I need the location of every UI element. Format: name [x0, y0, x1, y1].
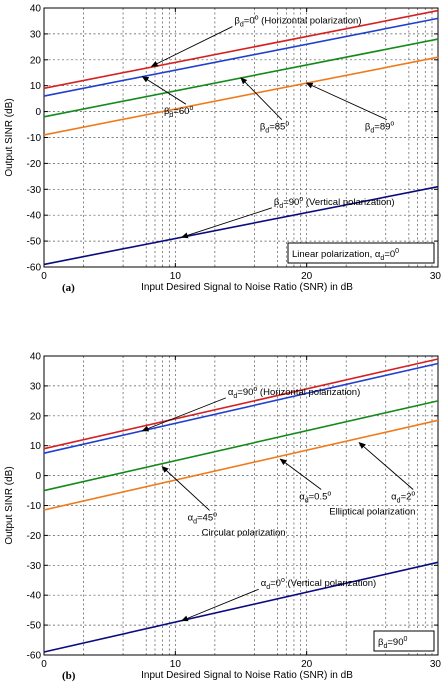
annotation-arrow [305, 82, 388, 121]
x-tick-label: 0 [41, 659, 47, 670]
series-line-4 [43, 56, 439, 136]
x-tick-label: 10 [170, 659, 182, 670]
y-tick-label: -10 [27, 133, 42, 144]
annotation-label: αd=2o [391, 491, 415, 505]
annotation-label: βd=0o (Horizontal polarization) [234, 15, 361, 29]
y-axis-label: Output SINR (dB) [4, 98, 15, 176]
y-tick-label: 0 [35, 471, 41, 482]
y-tick-label: -40 [27, 591, 42, 602]
series-line-3 [43, 400, 439, 492]
annotation-arrow [240, 77, 283, 121]
grid [44, 356, 438, 655]
y-tick-label: 30 [30, 29, 42, 40]
x-tick-label: 20 [301, 271, 313, 282]
series-line-1 [43, 358, 439, 450]
series-line-2 [43, 362, 439, 454]
annotation-text: Circular polarization [202, 527, 286, 538]
y-tick-label: 40 [30, 4, 42, 15]
legend-text: Linear polarization, αd=00 [292, 248, 399, 262]
annotation-arrow [150, 26, 233, 67]
series-line-1 [43, 9, 439, 90]
plot-area [44, 356, 438, 655]
x-tick-label: 30 [430, 659, 442, 670]
annotation-arrow [161, 465, 210, 511]
y-tick-label: 10 [30, 441, 42, 452]
annotation-arrow [180, 588, 259, 622]
x-tick-label: 20 [301, 659, 313, 670]
panel-label: (b) [62, 670, 76, 682]
y-tick-label: 10 [30, 81, 42, 92]
x-tick-label: 0 [41, 271, 47, 282]
annotation-arrow [180, 207, 272, 239]
annotation-label: αd=0o (Vertical polarization) [261, 577, 377, 591]
legend-box [287, 242, 435, 264]
x-tick-label: 30 [430, 271, 442, 282]
panel-label: (a) [62, 282, 75, 294]
annotation-label: αd=0.5o [299, 491, 331, 505]
annotation-arrow [279, 458, 322, 490]
y-tick-label: 20 [30, 55, 42, 66]
y-tick-label: -20 [27, 531, 42, 542]
y-tick-label: -10 [27, 501, 42, 512]
legend-text: βd=900 [378, 636, 408, 650]
annotation-label: βd=60o [164, 105, 194, 119]
annotation-arrow [141, 76, 187, 105]
annotation-label: βd=85o [260, 121, 290, 135]
annotation-arrow [141, 397, 227, 432]
series-line-4 [43, 419, 439, 511]
annotation-label: αd=90o (Horizontal polarization) [228, 386, 360, 400]
x-axis-label: Input Desired Signal to Noise Ratio (SNR… [141, 282, 353, 293]
annotation-label: αd=45o [188, 511, 218, 525]
y-tick-label: -50 [27, 237, 42, 248]
annotation-label: βd=90o (Vertical polarization) [274, 196, 395, 210]
series-line-5 [43, 561, 439, 653]
y-tick-label: 40 [30, 352, 42, 363]
series-line-5 [43, 185, 439, 266]
y-tick-label: -30 [27, 185, 42, 196]
y-tick-label: -30 [27, 561, 42, 572]
y-tick-label: -20 [27, 159, 42, 170]
y-tick-label: -50 [27, 621, 42, 632]
y-tick-label: 30 [30, 381, 42, 392]
x-tick-label: 10 [170, 271, 182, 282]
y-tick-label: 0 [35, 107, 41, 118]
y-axis-label: Output SINR (dB) [4, 466, 15, 544]
y-tick-label: -60 [27, 651, 42, 662]
y-tick-label: -60 [27, 263, 42, 274]
plot-area [44, 8, 438, 267]
x-axis-label: Input Desired Signal to Noise Ratio (SNR… [141, 670, 353, 681]
y-tick-label: 20 [30, 411, 42, 422]
annotation-arrow [358, 442, 414, 490]
y-tick-label: -40 [27, 211, 42, 222]
annotation-text: Elliptical polarization [329, 506, 415, 517]
legend-box [373, 630, 435, 652]
annotation-label: βd=89o [365, 121, 395, 135]
series-line-2 [43, 17, 439, 97]
